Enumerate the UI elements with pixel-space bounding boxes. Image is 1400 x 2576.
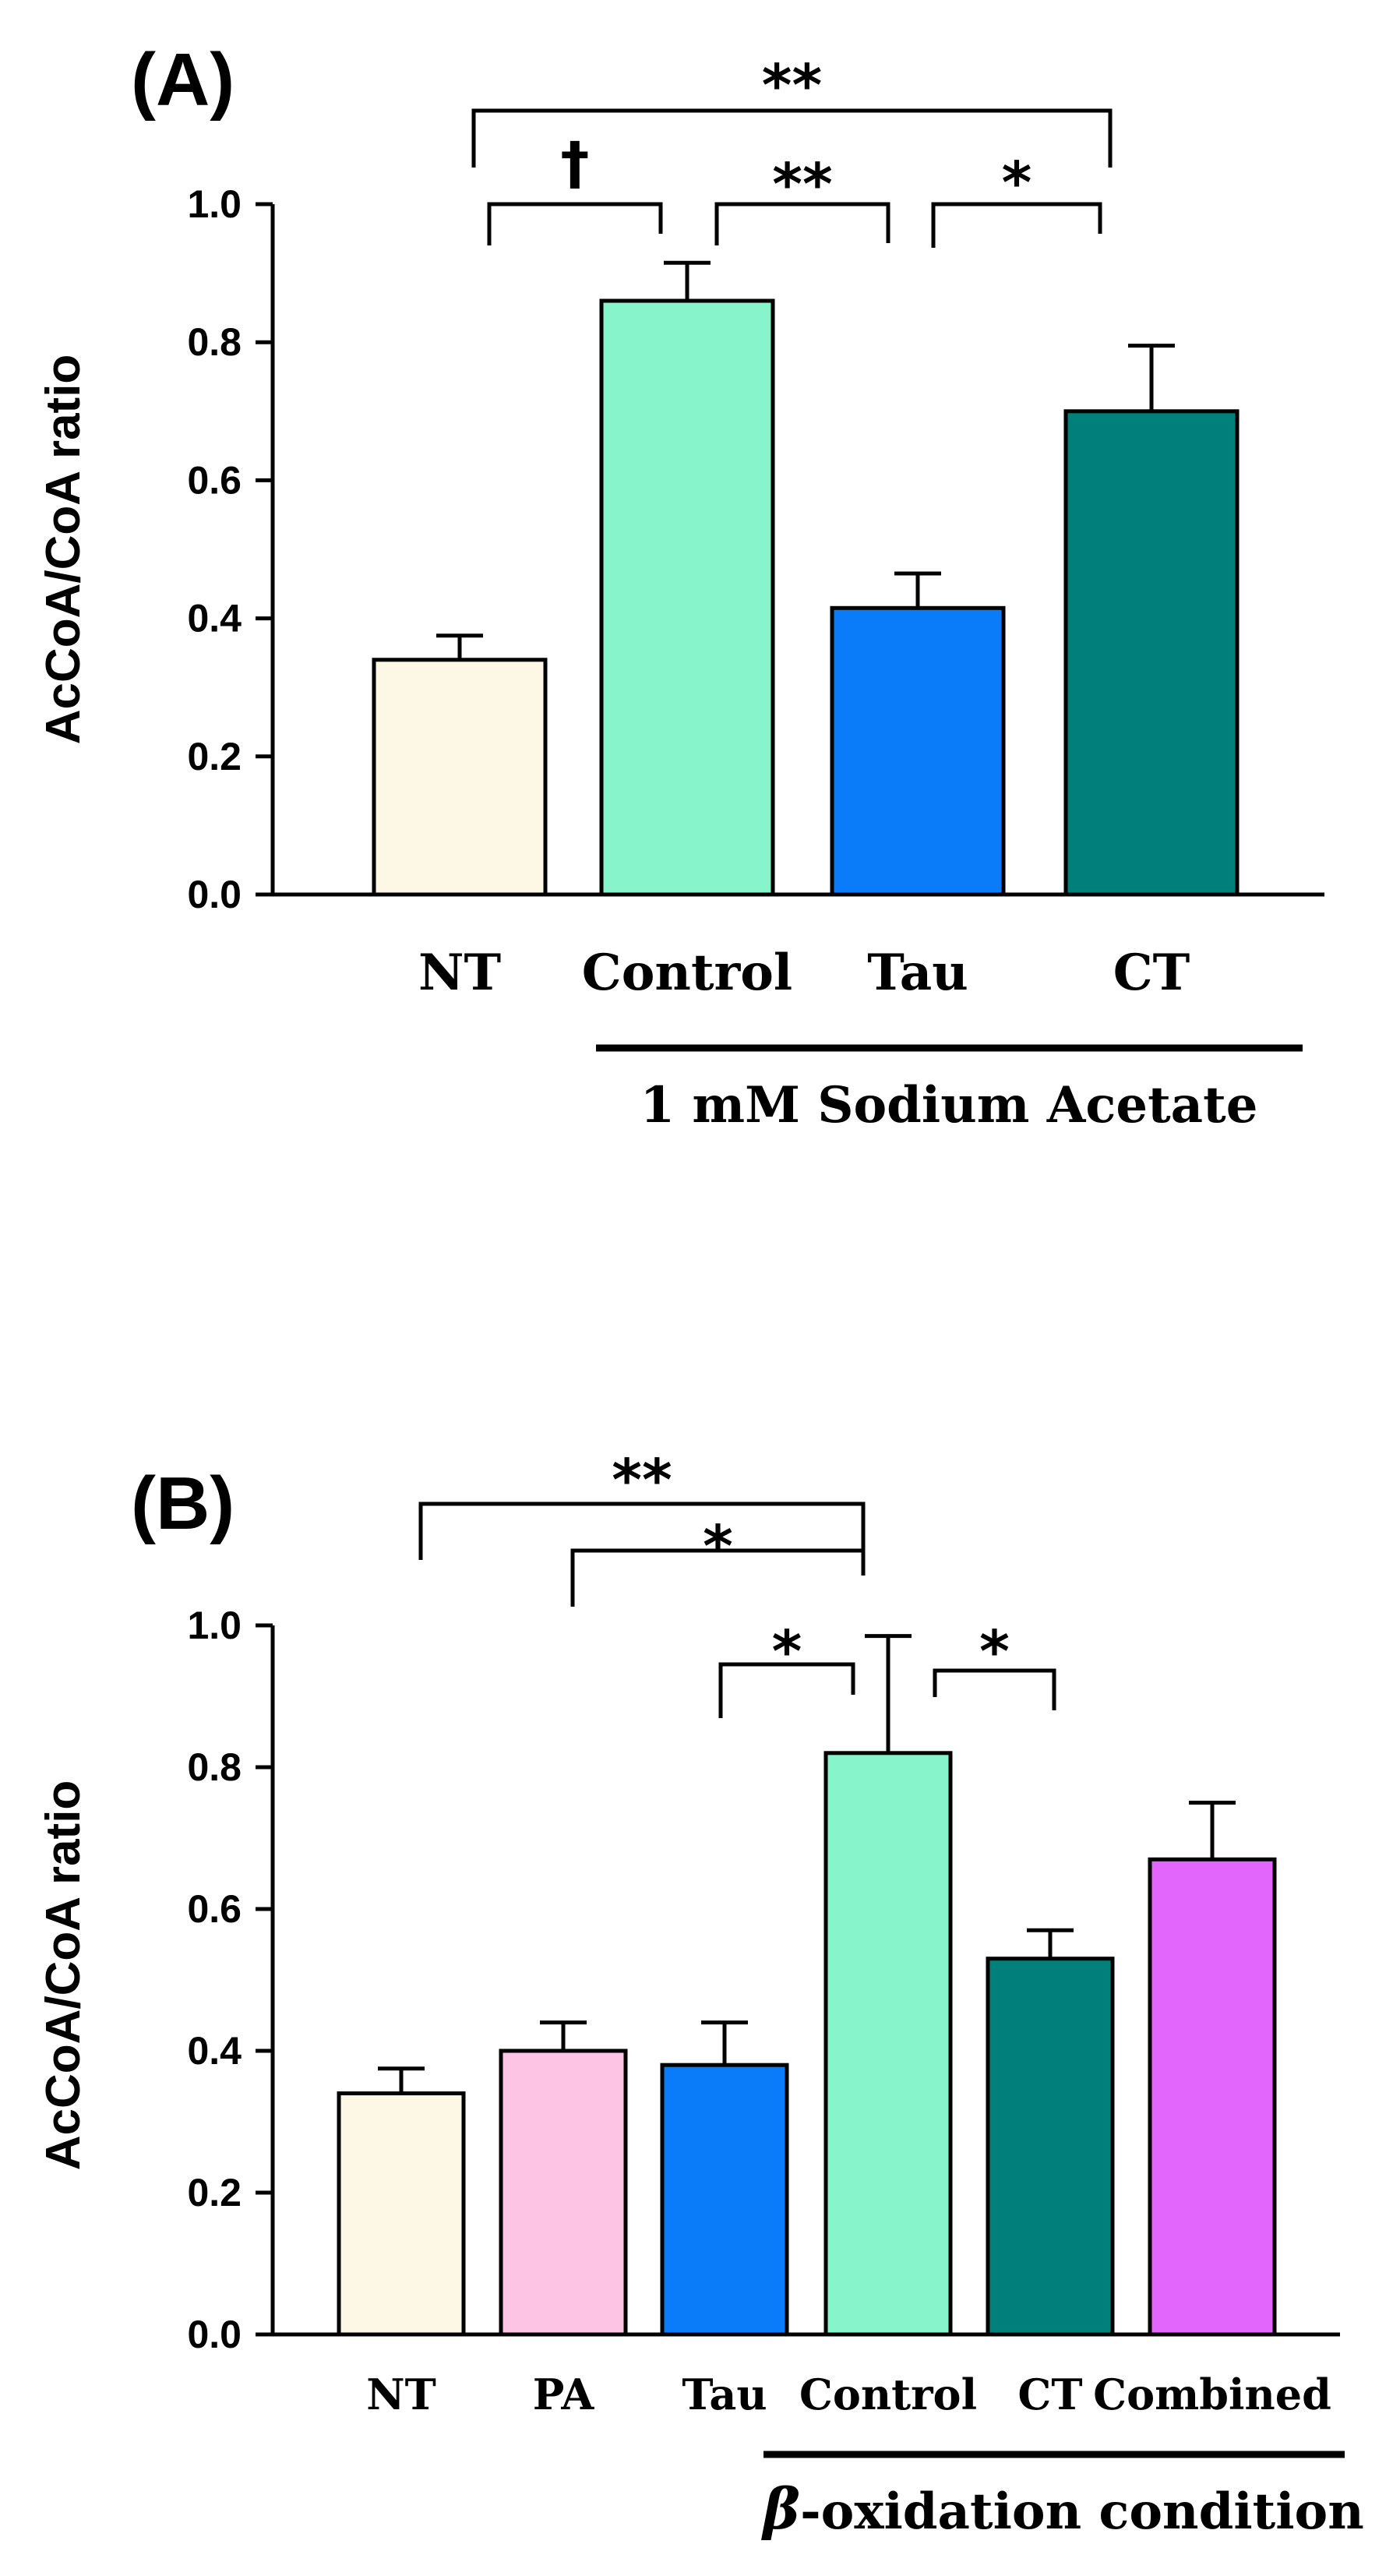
significance-bracket [471,108,1113,168]
significance-label: ** [612,1447,672,1514]
group-label-symbol: β [760,2475,800,2542]
bar-ct [1063,409,1240,897]
significance-bracket [487,202,663,245]
significance-label: † [561,130,590,197]
significance-label: * [703,1513,733,1580]
group-label-text: -oxidation condition [800,2482,1364,2541]
y-tick-label: 0.4 [187,597,242,640]
bar-nt [337,2091,466,2337]
bar-tau [660,2063,789,2337]
x-category-label: Tau [867,944,968,1002]
bar-nt [372,658,548,897]
significance-bracket [714,202,890,245]
significance-bracket [933,1668,1056,1710]
x-category-label: NT [418,944,501,1002]
x-category-label: CT [1113,944,1190,1002]
y-tick-label: 0.6 [187,1887,242,1931]
panel-label: (B) [131,1462,235,1545]
y-tick-label: 0.6 [187,458,242,502]
significance-label: ** [762,52,822,119]
y-tick-label: 0.2 [187,2171,242,2214]
group-label: β-oxidation condition [760,2475,1363,2542]
x-category-label: Tau [682,2370,767,2419]
y-axis-label: AcCoA/CoA ratio [37,355,90,745]
y-tick-label: 1.0 [187,1604,242,1647]
x-category-label: Control [582,944,792,1002]
y-tick-label: 0.8 [187,1745,242,1789]
panel-b-chart: (B) 0.0 0.2 0.4 0.6 0.8 1.0 AcCoA/CoA ratio NT PA… [37,1447,1364,2542]
significance-bracket [718,1662,855,1718]
panel-a-chart: (A) 0.0 0.2 0.4 0.6 0.8 1.0 AcCoA/CoA ratio NT Co… [37,38,1324,1134]
x-category-label: PA [533,2370,595,2419]
significance-bracket [931,202,1102,248]
panel-label: (A) [131,38,235,122]
significance-bracket [570,1548,866,1607]
x-category-label: CT [1017,2370,1082,2419]
significance-label: ** [772,151,832,218]
x-category-label: Combined [1093,2370,1331,2419]
significance-label: * [979,1618,1010,1685]
y-tick-label: 0.8 [187,320,242,364]
y-tick-label: 1.0 [187,182,242,226]
x-category-label: Control [799,2370,977,2419]
y-tick-label: 0.4 [187,2029,242,2073]
y-axis-label: AcCoA/CoA ratio [37,1780,90,2171]
bar-pa [499,2048,628,2337]
x-category-label: NT [366,2370,436,2419]
significance-label: * [772,1618,802,1685]
significance-bracket [418,1501,866,1560]
y-tick-label: 0.0 [187,2313,242,2356]
group-label-text: 1 mM Sodium Acetate [640,1076,1258,1134]
y-tick-label: 0.2 [187,735,242,778]
significance-label: * [1002,150,1032,217]
y-tick-label: 0.0 [187,873,242,916]
bar-combined [1148,1857,1277,2337]
bar-tau [830,605,1006,897]
group-label: 1 mM Sodium Acetate [640,1076,1258,1134]
bar-ct [986,1957,1115,2337]
bar-control [599,298,775,897]
bar-control [823,1751,953,2337]
